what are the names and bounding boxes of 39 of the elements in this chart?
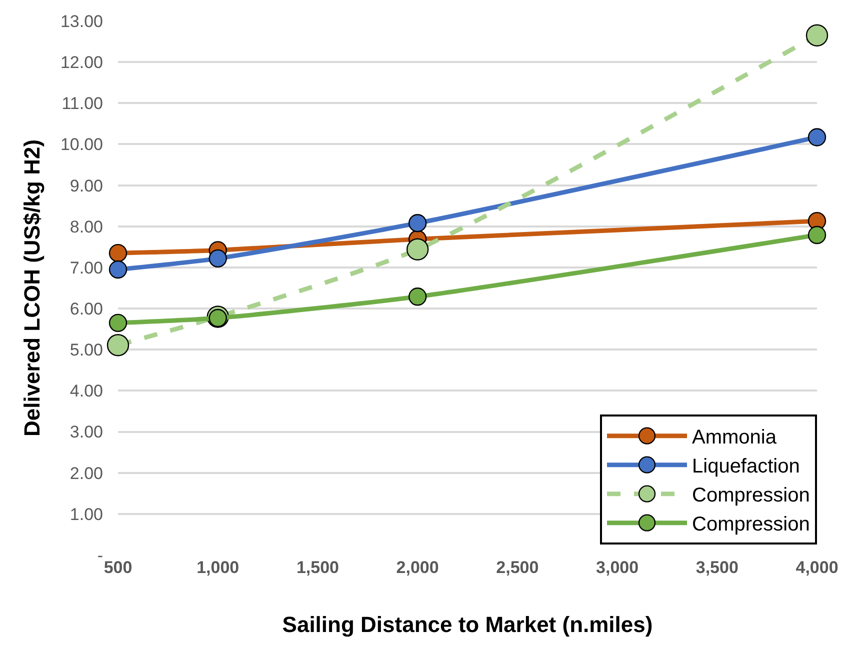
y-tick-label: 8.00 xyxy=(70,217,103,236)
point xyxy=(106,334,130,356)
point xyxy=(108,260,128,279)
y-tick-label: 2.00 xyxy=(70,464,103,483)
y-tick-label: 10.00 xyxy=(60,135,103,154)
x-tick-label: 1,000 xyxy=(196,558,240,577)
y-tick-label: 12.00 xyxy=(60,53,103,72)
point xyxy=(408,214,427,232)
y-tick-label: 13.00 xyxy=(60,12,103,31)
y-axis-title: Delivered LCOH (US$/kg H2) xyxy=(19,139,44,437)
x-tick-label: 1,500 xyxy=(296,558,339,577)
x-tick-label: 4,000 xyxy=(796,558,838,577)
y-tick-label: 5.00 xyxy=(70,340,103,360)
y-tick-label: 1.00 xyxy=(70,504,103,524)
point xyxy=(808,128,826,146)
y-tick-label: 3.00 xyxy=(70,422,103,442)
legend-label: Compression xyxy=(692,484,810,507)
y-tick-label: 11.00 xyxy=(62,94,103,114)
point xyxy=(406,238,429,260)
y-tick-label: 9.00 xyxy=(70,176,103,196)
point xyxy=(808,226,826,244)
legend-label: Compression xyxy=(692,514,810,536)
legend-label: Liquefaction xyxy=(692,456,800,478)
x-tick-label: 2,500 xyxy=(496,558,539,577)
y-tick-label: 7.00 xyxy=(70,258,103,278)
point xyxy=(408,288,427,306)
x-tick-label: 3,500 xyxy=(696,558,738,577)
x-tick-label: 2,000 xyxy=(396,558,439,577)
legend-label: Ammonia xyxy=(692,426,778,449)
point xyxy=(806,24,828,46)
point xyxy=(108,244,128,262)
y-tick-label: - xyxy=(97,546,103,565)
x-tick-label: 3,000 xyxy=(596,558,639,577)
x-tick-label: 500 xyxy=(104,558,132,577)
x-axis-title: Sailing Distance to Market (n.miles) xyxy=(282,612,653,637)
y-tick-label: 4.00 xyxy=(70,382,103,401)
point xyxy=(108,314,128,332)
y-tick-label: 6.00 xyxy=(70,299,103,318)
point xyxy=(208,249,227,268)
